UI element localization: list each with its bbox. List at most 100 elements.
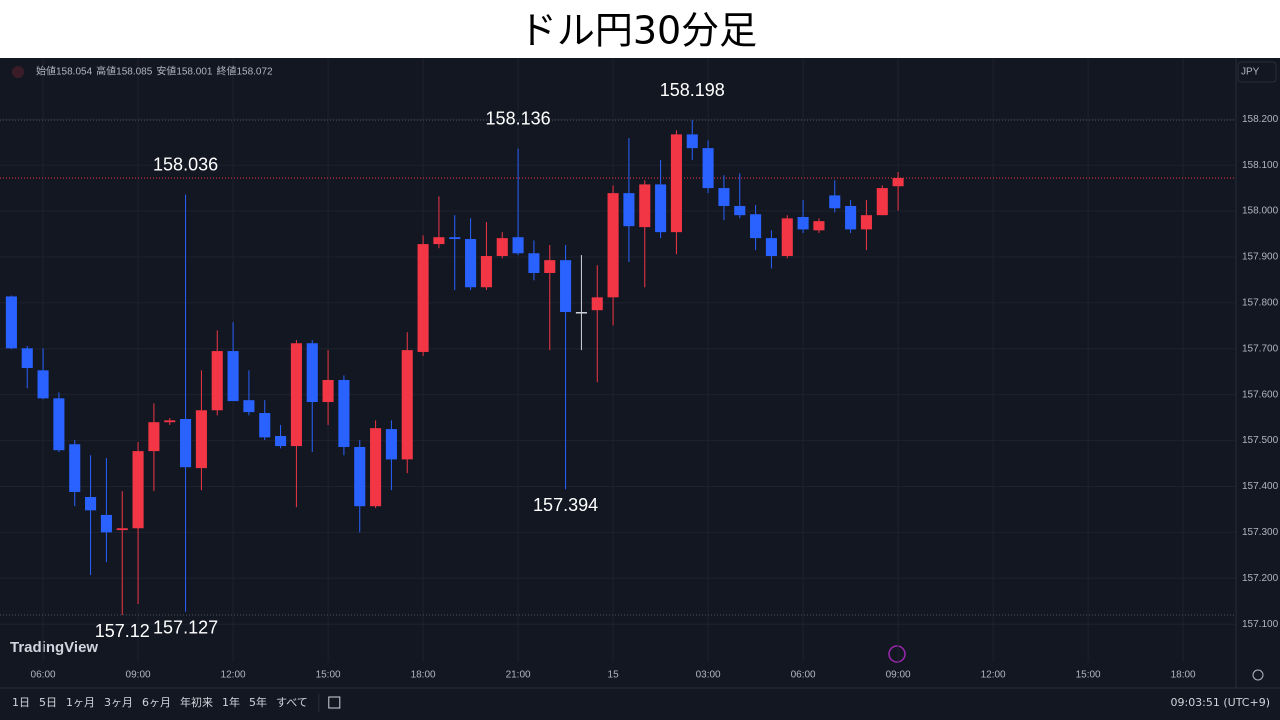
candle-body: [338, 379, 350, 447]
candle-body: [591, 297, 603, 311]
candle-body: [575, 312, 587, 314]
candle-body: [306, 343, 318, 403]
legend-label: 終値: [216, 65, 236, 78]
legend-label: 始値: [36, 65, 56, 78]
candle-body: [512, 237, 524, 254]
range-button[interactable]: 5日: [39, 696, 57, 709]
y-tick-label: 157.400: [1242, 481, 1279, 492]
range-button[interactable]: 6ヶ月: [142, 696, 171, 709]
y-tick-label: 158.100: [1242, 160, 1279, 171]
range-button[interactable]: 年初来: [180, 695, 213, 709]
x-tick-label: 06:00: [791, 670, 816, 681]
candle-body: [195, 410, 207, 469]
settings-icon[interactable]: [1252, 669, 1264, 681]
candle-body: [100, 514, 112, 533]
candle-body: [164, 420, 176, 423]
candle-body: [85, 497, 97, 511]
candle-body: [465, 239, 477, 288]
range-button[interactable]: 5年: [249, 695, 267, 709]
candle-body: [892, 177, 904, 187]
range-button[interactable]: 3ヶ月: [104, 696, 133, 709]
candle-body: [211, 351, 223, 411]
event-icon[interactable]: [888, 645, 906, 663]
x-tick-label: 18:00: [411, 670, 436, 681]
candle-body: [417, 244, 429, 352]
x-tick-label: 12:00: [221, 670, 246, 681]
candle-body: [449, 237, 461, 240]
candle-body: [750, 214, 762, 239]
candle-body: [797, 217, 809, 230]
candle-body: [275, 435, 287, 447]
candle-body: [116, 528, 128, 531]
y-tick-label: 157.900: [1242, 252, 1279, 263]
candle-body: [259, 413, 271, 438]
x-tick-label: 09:00: [886, 670, 911, 681]
x-tick-label: 15:00: [1076, 670, 1101, 681]
x-tick-label: 15: [608, 670, 620, 681]
candle-body: [290, 343, 302, 447]
legend-value: 158.054: [56, 67, 93, 78]
candle-body: [560, 260, 572, 313]
y-tick-label: 157.500: [1242, 435, 1279, 446]
candle-body: [876, 188, 888, 216]
candle-body: [21, 348, 33, 369]
y-tick-label: 157.600: [1242, 389, 1279, 400]
clock: 09:03:51 (UTC+9): [1170, 696, 1270, 709]
candle-body: [180, 418, 192, 468]
x-tick-label: 03:00: [696, 670, 721, 681]
y-tick-label: 157.200: [1242, 573, 1279, 584]
currency-box[interactable]: [1237, 61, 1277, 83]
candle-body: [227, 351, 239, 402]
candle-body: [385, 429, 397, 460]
x-tick-label: 12:00: [981, 670, 1006, 681]
candle-body: [639, 184, 651, 228]
title-band: [0, 0, 1280, 58]
annotation: 157.127: [153, 618, 218, 638]
annotation: 157.394: [533, 495, 598, 515]
x-tick-label: 09:00: [126, 670, 151, 681]
candle-body: [544, 260, 556, 274]
y-tick-label: 157.300: [1242, 527, 1279, 538]
candle-body: [702, 148, 714, 189]
candle-body: [37, 370, 49, 399]
candle-body: [607, 193, 619, 298]
candle-body: [69, 444, 81, 492]
candle-body: [765, 238, 777, 257]
candle-body: [322, 379, 334, 403]
legend-value: 158.001: [176, 67, 213, 78]
candle-body: [354, 446, 366, 507]
candle-body: [401, 350, 413, 460]
candle-body: [53, 398, 65, 451]
legend-value: 158.072: [236, 67, 273, 78]
candle-body: [623, 193, 635, 227]
date-range-icon[interactable]: [328, 696, 341, 709]
y-tick-label: 158.200: [1242, 114, 1279, 125]
candle-body: [480, 256, 492, 288]
candle-body: [781, 218, 793, 257]
candle-body: [813, 221, 825, 231]
x-tick-label: 21:00: [506, 670, 531, 681]
candle-body: [132, 451, 144, 529]
range-button[interactable]: 1年: [222, 695, 240, 709]
candle-body: [655, 184, 667, 233]
candle-body: [686, 134, 698, 149]
annotation: 158.136: [486, 108, 551, 128]
range-button[interactable]: すべて: [276, 696, 308, 709]
annotation: 157.12: [95, 621, 150, 641]
x-tick-label: 18:00: [1171, 670, 1196, 681]
x-tick-label: 15:00: [316, 670, 341, 681]
y-tick-label: 158.000: [1242, 206, 1279, 217]
candle-body: [670, 134, 682, 233]
y-tick-label: 157.700: [1242, 343, 1279, 354]
candle-body: [829, 195, 841, 209]
range-button[interactable]: 1ヶ月: [66, 696, 95, 709]
candle-body: [148, 422, 160, 452]
candle-body: [370, 428, 382, 507]
y-tick-label: 157.100: [1242, 619, 1279, 630]
range-button[interactable]: 1日: [12, 696, 30, 709]
candle-body: [5, 296, 17, 349]
logo: TradingView: [10, 639, 98, 656]
y-tick-label: 157.800: [1242, 297, 1279, 308]
x-tick-label: 06:00: [31, 670, 56, 681]
